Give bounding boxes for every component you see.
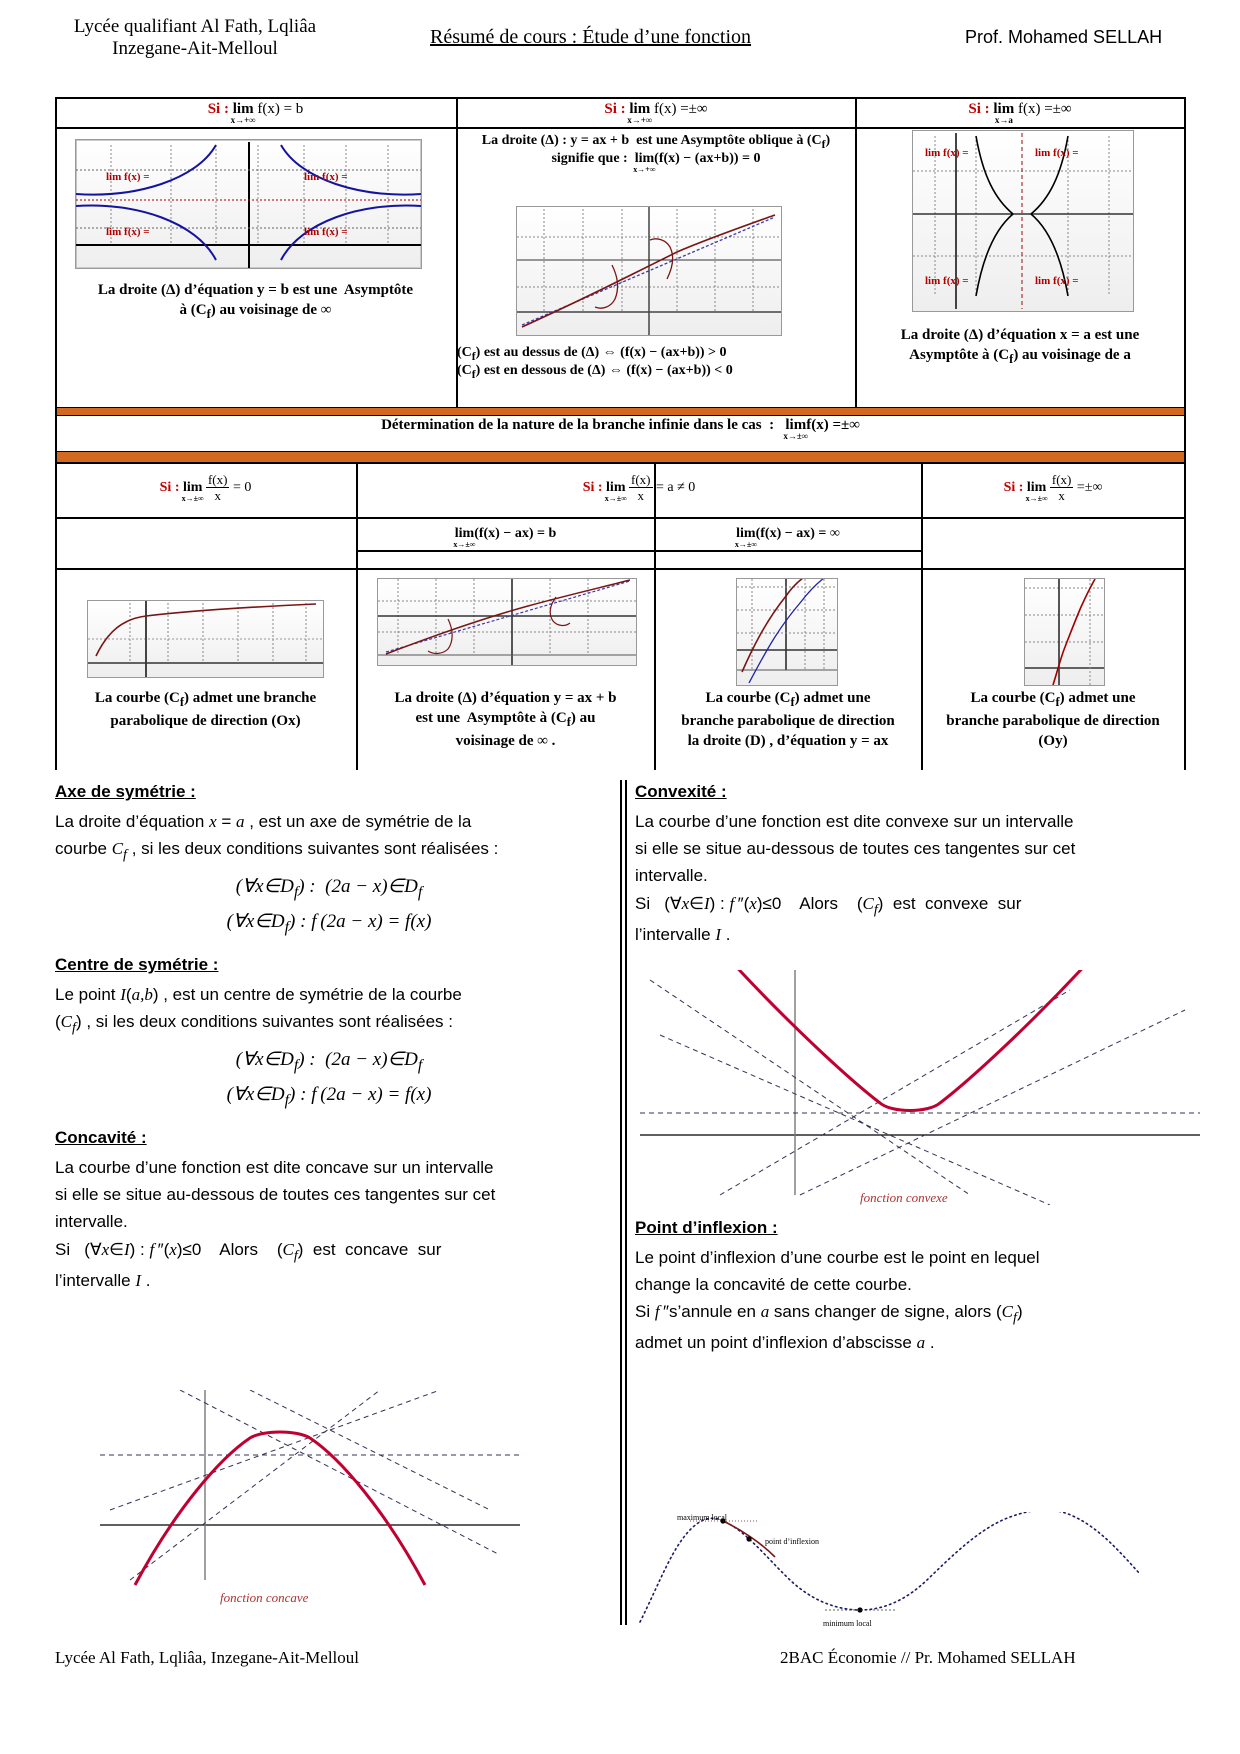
svg-text:fonction concave: fonction concave [220,1590,309,1605]
svg-text:minimum local: minimum local [823,1619,872,1628]
svg-text:lim f(x) =: lim f(x) = [925,275,969,287]
svg-text:fonction convexe: fonction convexe [860,1190,948,1205]
svg-text:maximum local: maximum local [677,1513,728,1522]
svg-text:lim f(x) =: lim f(x) = [1035,147,1079,159]
svg-text:lim f(x) =: lim f(x) = [106,226,150,238]
svg-text:point d’inflexion: point d’inflexion [765,1537,819,1546]
svg-text:lim f(x) =: lim f(x) = [1035,275,1079,287]
svg-text:lim f(x) =: lim f(x) = [925,147,969,159]
svg-text:lim f(x) =: lim f(x) = [304,171,348,183]
svg-text:lim f(x) =: lim f(x) = [304,226,348,238]
svg-text:lim f(x) =: lim f(x) = [106,171,150,183]
